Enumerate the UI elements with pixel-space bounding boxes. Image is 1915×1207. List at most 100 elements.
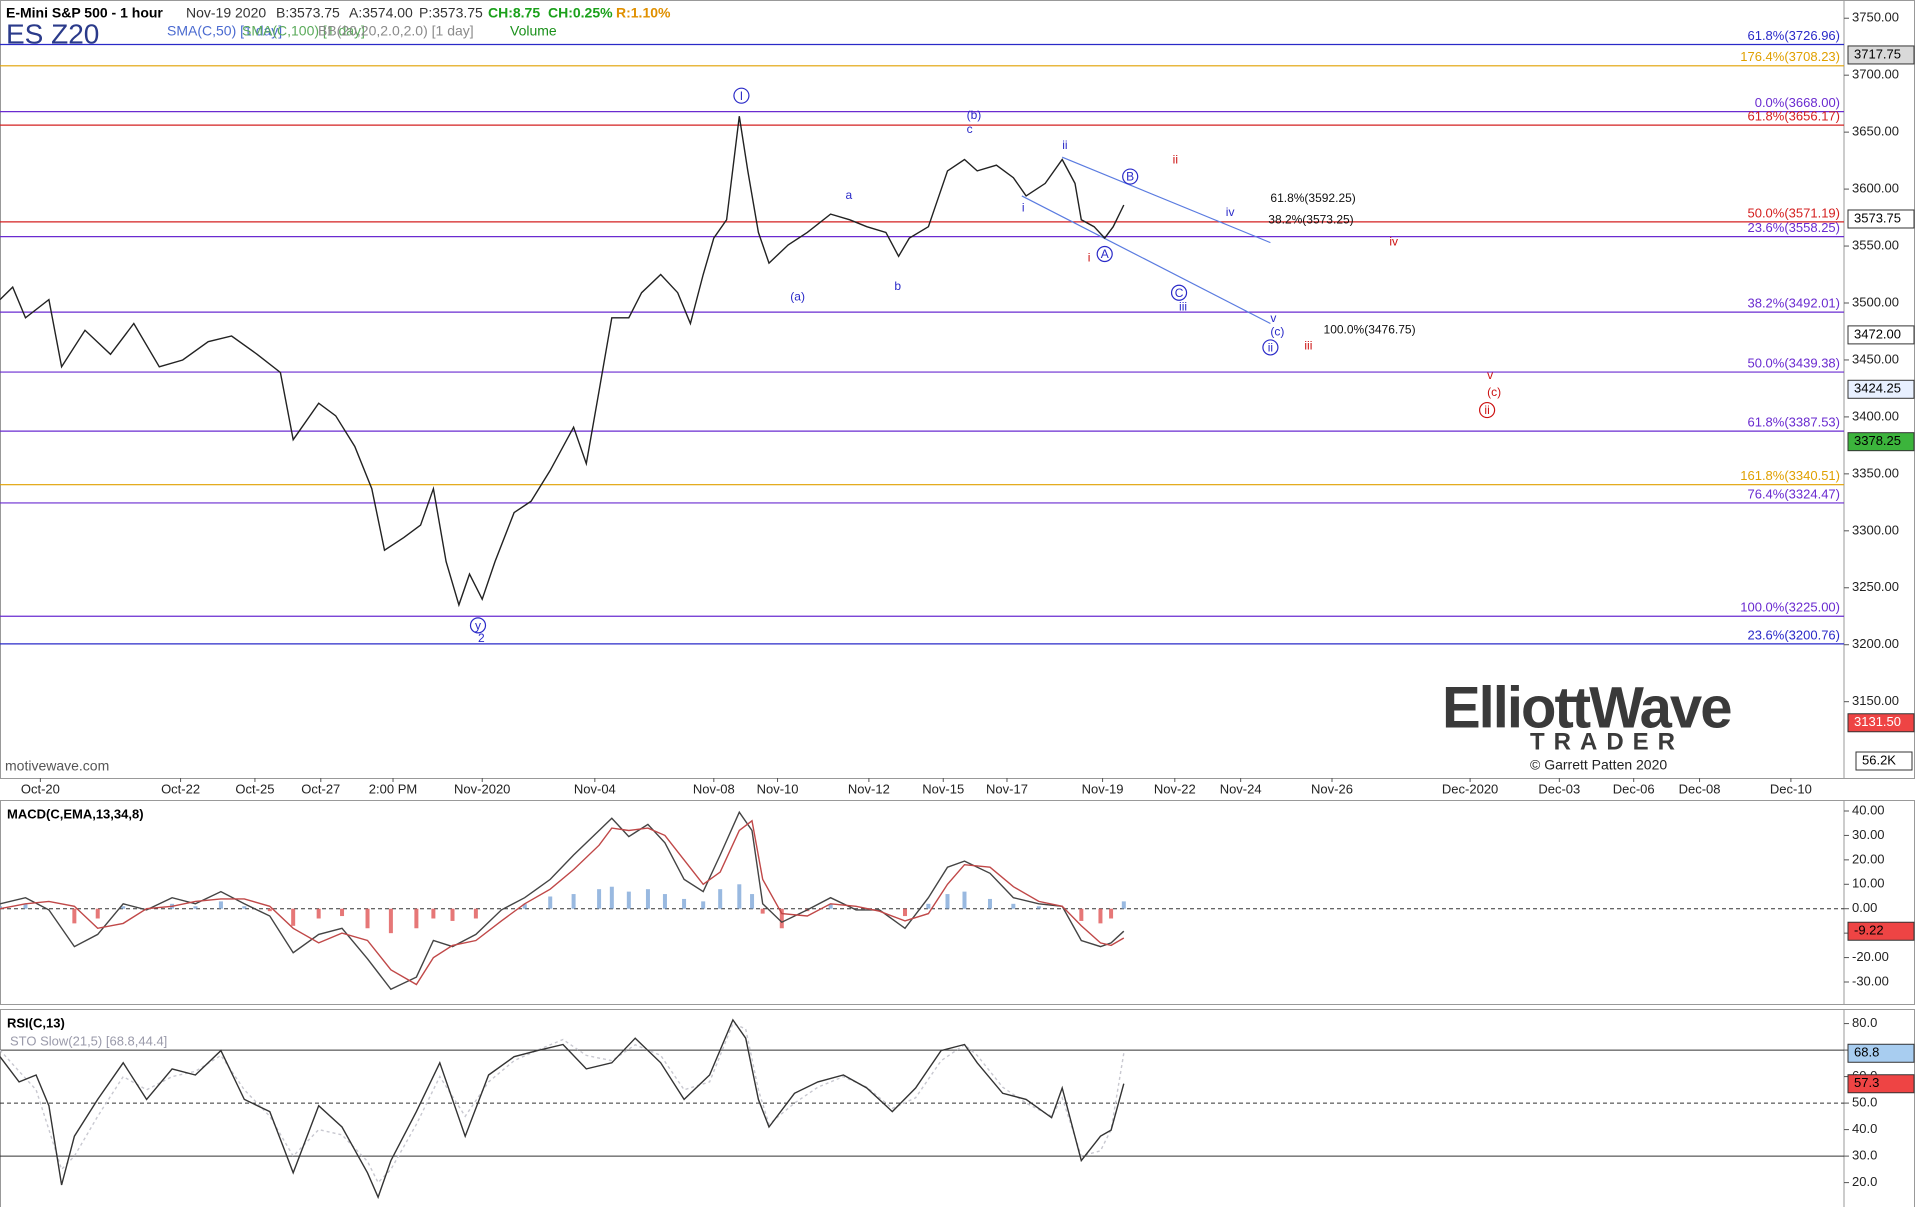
histogram-bar: [609, 886, 614, 909]
fib-label: 161.8%(3340.51): [1740, 468, 1840, 483]
fib-label: 61.8%(3387.53): [1747, 415, 1840, 430]
price-badge: [1847, 379, 1915, 399]
x-tick-label: Nov-04: [574, 781, 616, 796]
trendline: [1061, 156, 1271, 244]
y-tick-label: 30.0: [1852, 1148, 1877, 1163]
histogram-bar: [987, 898, 992, 909]
watermark: motivewave.com: [5, 758, 109, 774]
histogram-bar: [473, 908, 478, 919]
wave-label: I: [740, 89, 743, 103]
wave-label: iii: [1179, 300, 1187, 314]
badge-label: 3472.00: [1854, 326, 1901, 341]
fib-label: 50.0%(3571.19): [1747, 205, 1840, 220]
wave-label: 2: [478, 631, 485, 645]
histogram-bar: [597, 889, 602, 909]
wave-label: 38.2%(3573.25): [1268, 213, 1353, 227]
histogram-bar: [1079, 908, 1084, 921]
wave-label: (c): [1270, 325, 1284, 339]
histogram-bar: [72, 908, 77, 924]
y-tick-label: 30.00: [1852, 827, 1885, 842]
y-tick-label: 20.00: [1852, 851, 1885, 866]
fib-label: 176.4%(3708.23): [1740, 49, 1840, 64]
histogram-bar: [962, 891, 967, 909]
logo-name: ElliottWave: [1442, 675, 1731, 740]
fib-label: 61.8%(3656.17): [1747, 109, 1840, 124]
wave-label: A: [1101, 247, 1109, 261]
volume-badge: 56.2K: [1855, 751, 1913, 771]
change-pct: CH:0.25%: [548, 5, 613, 21]
wave-circle: [1122, 168, 1139, 185]
range: R:1.10%: [616, 5, 671, 21]
histogram-bar: [193, 906, 198, 909]
y-tick-label: 10.00: [1852, 876, 1885, 891]
x-tick-label: Nov-22: [1154, 781, 1196, 796]
wave-label: y: [475, 619, 481, 633]
x-tick-label: 2:00 PM: [369, 781, 417, 796]
price-badge: [1847, 1043, 1915, 1063]
wave-circle: [1478, 401, 1496, 419]
y-tick-label: -20.00: [1852, 949, 1889, 964]
histogram-bar: [945, 894, 950, 909]
series-line: [0, 819, 1125, 986]
histogram-bar: [1011, 903, 1016, 909]
y-tick-label: 3150.00: [1852, 693, 1899, 708]
y-tick-label: 80.0: [1852, 1015, 1877, 1030]
histogram-bar: [431, 908, 436, 919]
series-line: [0, 116, 1125, 608]
y-tick-label: 3500.00: [1852, 294, 1899, 309]
wave-circle: [1262, 339, 1279, 356]
fib-label: 38.2%(3492.01): [1747, 296, 1840, 311]
histogram-bar: [291, 908, 296, 926]
histogram-bar: [1098, 908, 1103, 924]
panel-title: MACD(C,EMA,13,34,8): [7, 806, 144, 821]
badge-box: [1855, 751, 1913, 771]
x-tick-label: Nov-10: [757, 781, 799, 796]
ask: A:3574.00: [349, 5, 413, 21]
wave-label: (c): [1487, 385, 1501, 399]
histogram-bar: [903, 908, 908, 917]
y-tick-label: 50.0: [1852, 1095, 1877, 1110]
y-tick-label: 3700.00: [1852, 67, 1899, 82]
header: E-Mini S&P 500 - 1 hour Nov-19 2020 B:35…: [6, 5, 671, 50]
price-badge: [1847, 713, 1915, 733]
x-tick-label: Dec-03: [1538, 781, 1580, 796]
study: BB(20,20,2.0,2.0) [1 day]: [318, 23, 474, 39]
change: CH:8.75: [488, 5, 540, 21]
histogram-bar: [779, 908, 784, 929]
wave-label: ii: [1173, 153, 1178, 167]
histogram-bar: [1121, 901, 1126, 909]
y-tick-label: 0.00: [1852, 900, 1877, 915]
last-price: P:3573.75: [419, 5, 483, 21]
wave-circle: [469, 617, 487, 634]
wave-circle: [1170, 284, 1188, 301]
y-tick-label: 3300.00: [1852, 522, 1899, 537]
histogram-bar: [828, 903, 833, 909]
badge-label: 68.8: [1854, 1045, 1879, 1060]
x-tick-label: Dec-2020: [1442, 781, 1498, 796]
fib-label: 50.0%(3439.38): [1747, 355, 1840, 370]
x-tick-label: Nov-08: [693, 781, 735, 796]
x-tick-label: Nov-2020: [454, 781, 510, 796]
fib-label: 23.6%(3200.76): [1747, 627, 1840, 642]
wave-label: ii: [1268, 341, 1273, 355]
histogram-bar: [662, 894, 667, 909]
wave-label: a: [846, 188, 853, 202]
badge-label: 3424.25: [1854, 381, 1901, 396]
histogram-bar: [365, 908, 370, 929]
wave-label: b: [894, 279, 901, 293]
badge-label: 3717.75: [1854, 46, 1901, 61]
y-tick-label: 3250.00: [1852, 579, 1899, 594]
y-tick-label: -30.00: [1852, 973, 1889, 988]
wave-label: c: [967, 122, 973, 136]
y-tick-label: 3600.00: [1852, 181, 1899, 196]
instrument: E-Mini S&P 500 - 1 hour: [6, 5, 163, 21]
histogram-bar: [95, 908, 100, 919]
fib-label: 100.0%(3225.00): [1740, 600, 1840, 615]
x-tick-label: Nov-12: [848, 781, 890, 796]
histogram-bar: [760, 908, 765, 914]
wave-circle: [1096, 245, 1113, 263]
y-tick-label: 3650.00: [1852, 124, 1899, 139]
